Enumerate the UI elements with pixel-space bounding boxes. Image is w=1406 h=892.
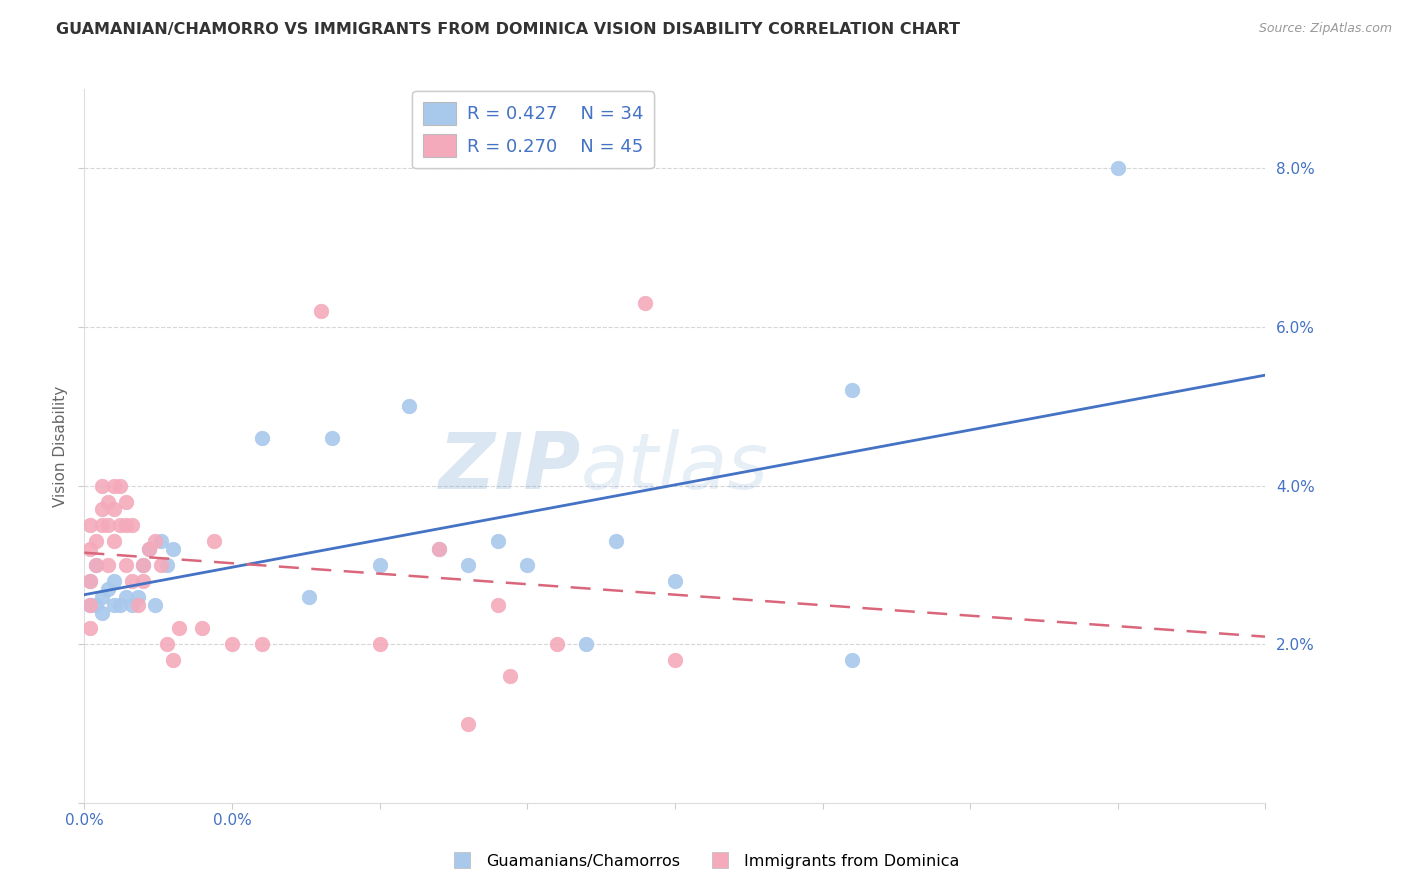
Point — [91, 478, 114, 492]
Point — [150, 558, 173, 572]
Point — [97, 558, 120, 572]
Point — [114, 558, 136, 572]
Point — [108, 518, 131, 533]
Point — [298, 590, 321, 604]
Point — [84, 598, 107, 612]
Point — [103, 478, 125, 492]
Point — [841, 384, 863, 398]
Text: atlas: atlas — [581, 429, 768, 506]
Point — [103, 598, 125, 612]
Point — [605, 534, 627, 549]
Point — [150, 534, 173, 549]
Point — [321, 431, 343, 445]
Point — [114, 590, 136, 604]
Point — [121, 518, 143, 533]
Text: GUAMANIAN/CHAMORRO VS IMMIGRANTS FROM DOMINICA VISION DISABILITY CORRELATION CHA: GUAMANIAN/CHAMORRO VS IMMIGRANTS FROM DO… — [56, 22, 960, 37]
Point — [114, 518, 136, 533]
Point — [162, 653, 184, 667]
Point — [132, 574, 155, 588]
Point — [427, 542, 450, 557]
Point — [398, 400, 420, 414]
Point — [138, 542, 160, 557]
Point — [427, 542, 450, 557]
Point — [167, 621, 190, 635]
Point — [127, 598, 149, 612]
Point — [575, 637, 598, 651]
Point — [1107, 161, 1129, 176]
Point — [546, 637, 568, 651]
Point — [664, 653, 686, 667]
Point — [143, 534, 166, 549]
Point — [103, 574, 125, 588]
Point — [91, 502, 114, 516]
Point — [138, 542, 160, 557]
Point — [368, 558, 391, 572]
Point — [103, 502, 125, 516]
Point — [79, 598, 101, 612]
Point — [132, 558, 155, 572]
Text: Source: ZipAtlas.com: Source: ZipAtlas.com — [1258, 22, 1392, 36]
Legend: R = 0.427    N = 34, R = 0.270    N = 45: R = 0.427 N = 34, R = 0.270 N = 45 — [412, 91, 654, 169]
Point — [91, 518, 114, 533]
Point — [457, 716, 479, 731]
Point — [368, 637, 391, 651]
Point — [79, 598, 101, 612]
Point — [97, 494, 120, 508]
Point — [664, 574, 686, 588]
Text: ZIP: ZIP — [439, 429, 581, 506]
Point — [143, 598, 166, 612]
Point — [108, 598, 131, 612]
Point — [841, 653, 863, 667]
Point — [97, 518, 120, 533]
Point — [132, 558, 155, 572]
Legend: Guamanians/Chamorros, Immigrants from Dominica: Guamanians/Chamorros, Immigrants from Do… — [440, 847, 966, 875]
Point — [634, 296, 657, 310]
Point — [202, 534, 225, 549]
Point — [79, 542, 101, 557]
Point — [221, 637, 243, 651]
Point — [84, 534, 107, 549]
Point — [91, 606, 114, 620]
Point — [79, 518, 101, 533]
Point — [84, 558, 107, 572]
Point — [114, 494, 136, 508]
Point — [250, 637, 273, 651]
Point — [457, 558, 479, 572]
Point — [127, 590, 149, 604]
Point — [486, 598, 509, 612]
Point — [121, 598, 143, 612]
Point — [79, 621, 101, 635]
Point — [498, 669, 520, 683]
Point — [79, 574, 101, 588]
Point — [156, 637, 179, 651]
Point — [103, 534, 125, 549]
Point — [91, 590, 114, 604]
Point — [108, 478, 131, 492]
Point — [79, 574, 101, 588]
Point — [84, 558, 107, 572]
Point — [156, 558, 179, 572]
Y-axis label: Vision Disability: Vision Disability — [52, 385, 67, 507]
Point — [309, 304, 332, 318]
Point — [162, 542, 184, 557]
Point — [516, 558, 538, 572]
Point — [486, 534, 509, 549]
Point — [97, 582, 120, 596]
Point — [191, 621, 214, 635]
Point — [250, 431, 273, 445]
Point — [121, 574, 143, 588]
